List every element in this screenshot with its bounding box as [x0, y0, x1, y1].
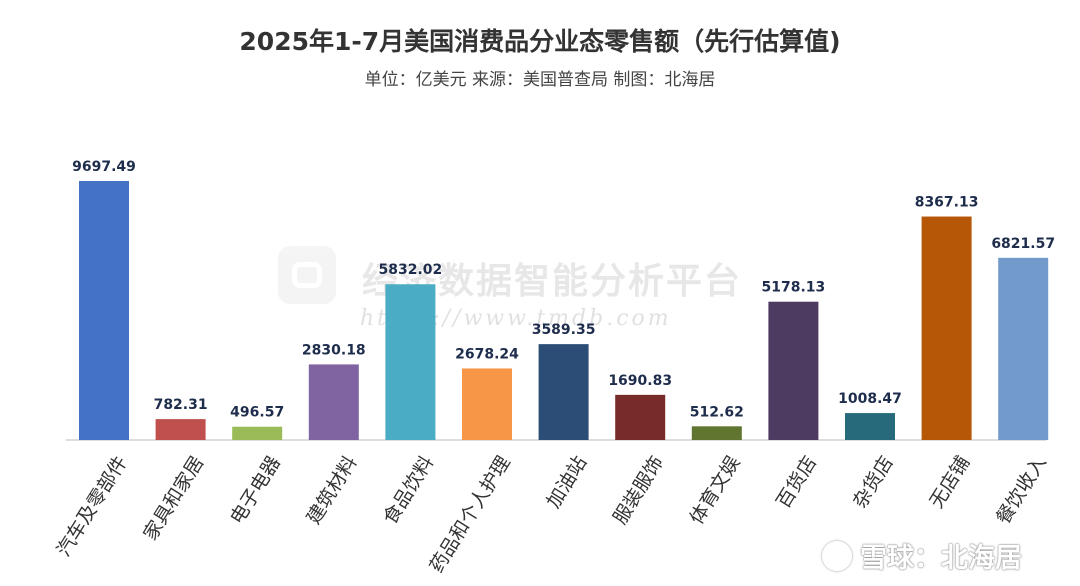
- bar-7: [538, 344, 589, 440]
- bar-2: [155, 419, 206, 440]
- category-label-9: 体育文娱: [686, 452, 745, 528]
- category-label-8: 服装服饰: [609, 452, 668, 528]
- bar-13: [998, 257, 1049, 440]
- xueqiu-watermark: 雪球：北海居: [822, 536, 1022, 575]
- category-label-4: 建筑材料: [303, 452, 362, 528]
- bar-1: [79, 181, 129, 440]
- xueqiu-logo-icon: [822, 540, 852, 571]
- category-label-1: 汽车及零部件: [53, 452, 132, 560]
- bar-4: [308, 364, 359, 440]
- value-label-6: 2678.24: [455, 346, 519, 362]
- category-label-2: 家具和家居: [139, 452, 208, 544]
- value-label-1: 9697.49: [72, 159, 136, 175]
- category-label-10: 百货店: [772, 452, 821, 512]
- category-label-3: 电子电器: [226, 452, 285, 528]
- bar-11: [845, 413, 895, 440]
- watermark-logo-icon: [278, 246, 336, 304]
- value-label-13: 6821.57: [991, 236, 1055, 252]
- value-label-9: 512.62: [690, 404, 744, 420]
- bar-6: [462, 368, 512, 440]
- category-label-11: 杂货店: [849, 452, 898, 512]
- bar-8: [615, 394, 666, 440]
- value-label-5: 5832.02: [379, 262, 443, 278]
- category-label-12: 无店铺: [925, 452, 974, 512]
- xueqiu-text: 雪球：北海居: [860, 543, 1022, 574]
- value-label-10: 5178.13: [762, 280, 826, 296]
- bar-3: [232, 426, 283, 440]
- value-label-11: 1008.47: [838, 391, 902, 407]
- category-label-7: 加油站: [542, 452, 591, 512]
- category-label-5: 食品饮料: [379, 452, 438, 528]
- value-label-8: 1690.83: [608, 373, 672, 389]
- category-label-6: 药品和个人护理: [426, 452, 515, 576]
- value-label-7: 3589.35: [532, 322, 596, 338]
- value-label-3: 496.57: [230, 405, 284, 421]
- value-label-4: 2830.18: [302, 342, 366, 358]
- value-label-2: 782.31: [154, 397, 208, 413]
- bar-9: [691, 426, 742, 440]
- chart-title: 2025年1-7月美国消费品分业态零售额（先行估算值): [239, 27, 841, 56]
- bar-5: [385, 284, 436, 440]
- bar-12: [921, 216, 972, 440]
- value-label-12: 8367.13: [915, 195, 979, 211]
- chart-subtitle: 单位：亿美元 来源：美国普查局 制图：北海居: [364, 70, 716, 90]
- bar-10: [768, 301, 819, 440]
- category-label-13: 餐饮收入: [992, 452, 1051, 528]
